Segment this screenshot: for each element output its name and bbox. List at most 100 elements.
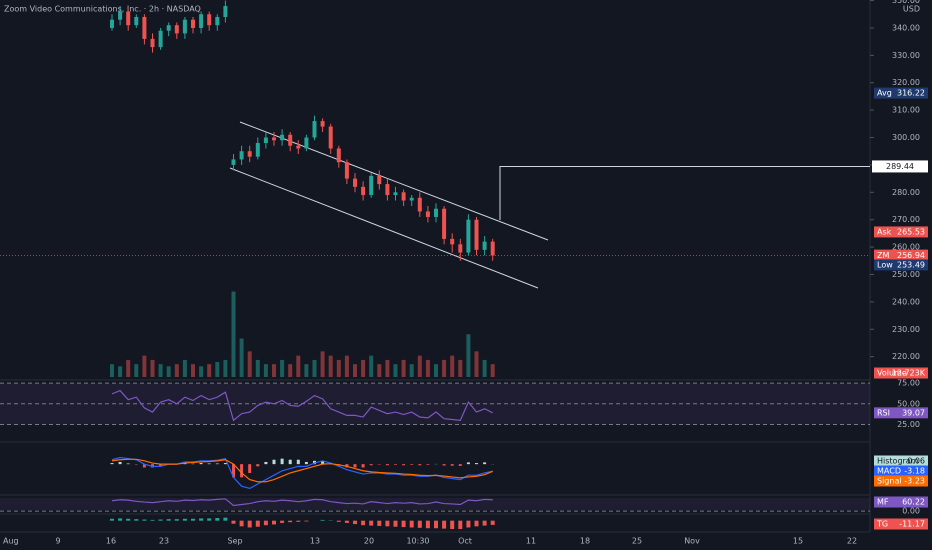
- candle-body: [231, 159, 236, 165]
- macd-histogram: [240, 464, 244, 478]
- macd-histogram: [280, 458, 284, 465]
- y-tick-label: 300.00: [892, 133, 920, 142]
- volume-bar: [199, 366, 204, 377]
- tg-bar: [482, 520, 487, 526]
- candle-body: [312, 121, 317, 138]
- indicator-label-value: -3.18: [904, 467, 925, 476]
- tg-bar: [369, 520, 374, 526]
- tg-bar: [255, 520, 260, 527]
- tg-bar: [166, 519, 171, 521]
- candle-body: [490, 241, 495, 256]
- tg-bar: [263, 520, 268, 526]
- tg-bar: [336, 520, 341, 522]
- macd-histogram: [142, 464, 146, 468]
- macd-histogram: [483, 462, 487, 465]
- tg-bar: [272, 520, 276, 525]
- tg-bar: [182, 518, 187, 521]
- volume-bar: [312, 359, 317, 377]
- volume-bar: [336, 359, 341, 377]
- x-tick-label: Sep: [227, 537, 242, 546]
- candle-body: [328, 126, 333, 149]
- macd-histogram: [223, 463, 227, 465]
- macd-histogram: [475, 463, 478, 465]
- price-label-value: 265.53: [897, 227, 925, 236]
- candle-body: [288, 134, 293, 146]
- volume-bar: [280, 359, 285, 377]
- candle-body: [110, 19, 114, 28]
- price-label-value: 253.49: [897, 260, 925, 269]
- tg-bar: [434, 520, 438, 529]
- macd-histogram: [264, 461, 268, 465]
- y-tick-label: 270.00: [892, 215, 920, 224]
- macd-histogram: [450, 464, 454, 466]
- volume-bar: [466, 334, 471, 377]
- rsi-line: [111, 389, 493, 422]
- indicator-label-name: Signal: [877, 477, 902, 486]
- volume-bar: [158, 364, 163, 377]
- macd-histogram: [402, 464, 406, 466]
- rsi-tick-label: 75.00: [897, 379, 920, 388]
- volume-bar: [304, 364, 309, 377]
- indicator-label-box: [874, 465, 928, 477]
- y-tick-label: 320.00: [892, 78, 920, 87]
- mf-line: [111, 498, 493, 507]
- macd-histogram: [118, 461, 122, 465]
- volume-bar: [182, 359, 187, 377]
- candle-body: [247, 151, 252, 157]
- tg-bar: [158, 519, 163, 521]
- macd-histogram: [442, 464, 446, 466]
- tg-bar: [134, 519, 139, 521]
- candle-body: [158, 30, 163, 48]
- candle-body: [223, 6, 228, 17]
- tg-bar: [223, 517, 228, 521]
- macd-histogram: [288, 459, 292, 465]
- tg-bar: [150, 519, 155, 521]
- macd-histogram: [199, 463, 203, 465]
- tg-bar: [344, 520, 349, 523]
- volume-bar: [231, 291, 236, 377]
- candle-body: [417, 197, 422, 212]
- x-tick-label: Nov: [684, 537, 700, 546]
- mf-tick-label: 0.00: [902, 507, 920, 516]
- x-tick-label: 20: [364, 537, 374, 546]
- candle-body: [280, 134, 285, 141]
- macd-histogram: [272, 459, 276, 465]
- volume-bar: [361, 359, 366, 377]
- price-label-value: 316.22: [897, 89, 925, 98]
- volume-bar: [353, 364, 357, 377]
- indicator-label-name: MACD: [877, 467, 901, 476]
- macd-histogram: [385, 464, 389, 466]
- volume-bar: [174, 364, 179, 377]
- candle-body: [174, 25, 179, 34]
- tg-bar: [215, 518, 220, 521]
- volume-bar: [191, 364, 195, 377]
- tg-bar: [353, 520, 357, 525]
- tg-bar: [142, 519, 147, 521]
- price-label-name: Avg: [877, 89, 892, 98]
- indicator-label-value: 39.07: [902, 408, 925, 417]
- volume-bar: [328, 355, 333, 377]
- x-tick-label: 18: [580, 537, 590, 546]
- volume-bar: [450, 355, 455, 377]
- volume-bar: [377, 364, 382, 377]
- candle-body: [207, 14, 212, 26]
- price-label-name: Ask: [877, 227, 892, 236]
- volume-bar: [223, 359, 228, 377]
- macd-histogram: [207, 463, 211, 465]
- volume-bar: [239, 338, 244, 377]
- y-tick-label: 280.00: [892, 188, 920, 197]
- volume-bar: [320, 351, 325, 377]
- tg-bar: [385, 520, 390, 527]
- volume-bar: [434, 364, 438, 377]
- volume-bar: [126, 359, 131, 377]
- volume-bar: [490, 364, 495, 377]
- candle-body: [434, 208, 438, 217]
- macd-histogram: [418, 464, 422, 466]
- volume-bar: [247, 351, 252, 377]
- macd-histogram: [256, 464, 260, 467]
- candle-body: [126, 11, 131, 26]
- tg-bar: [490, 520, 495, 525]
- y-tick-label: 250.00: [892, 270, 920, 279]
- indicator-label-name: Volume: [877, 369, 907, 378]
